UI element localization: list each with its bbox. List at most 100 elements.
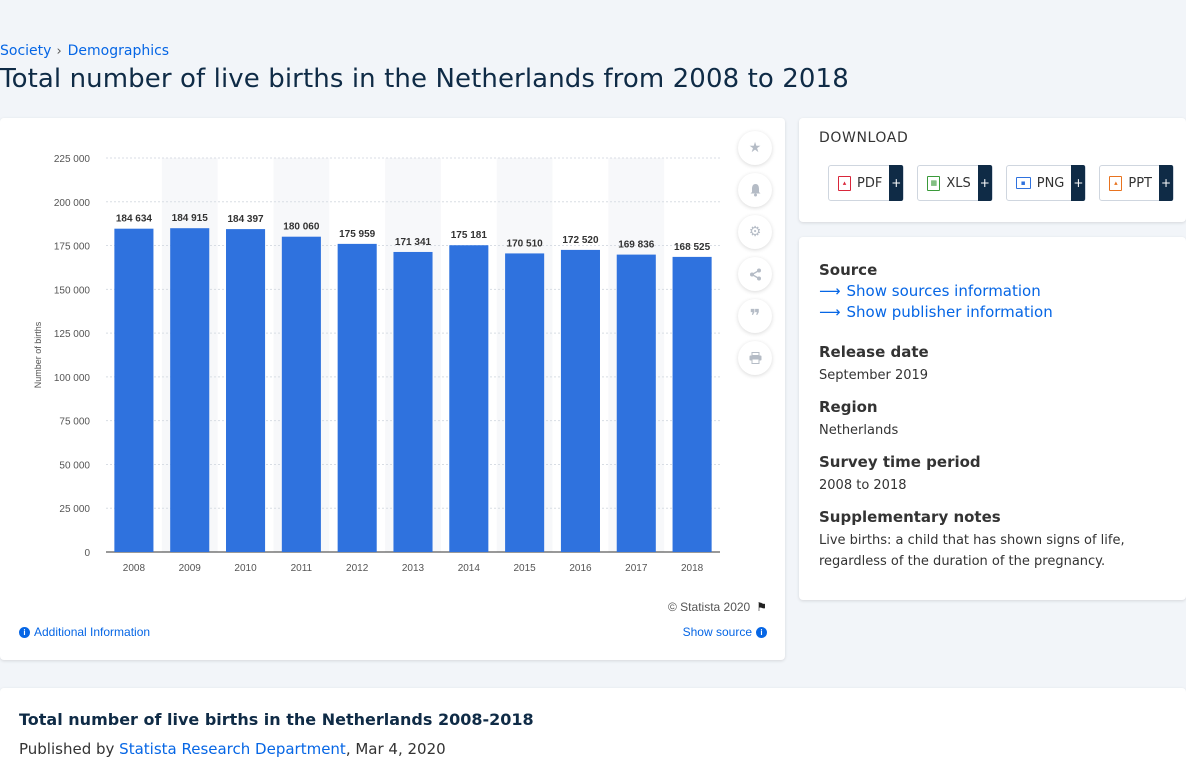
release-date-section: Release date September 2019 (819, 343, 929, 386)
download-buttons: ▴ PDF + ▦ XLS + ▪ PNG + ▴ PPT + (828, 165, 1174, 201)
region-value: Netherlands (819, 423, 899, 438)
data-label: 175 181 (451, 230, 488, 241)
share-icon[interactable] (738, 257, 772, 291)
y-tick-label: 175 000 (54, 242, 91, 253)
x-tick-label: 2018 (681, 563, 704, 574)
bar (226, 229, 266, 552)
bar (170, 228, 210, 552)
gear-icon[interactable]: ⚙ (738, 215, 772, 249)
publication-title: Total number of live births in the Nethe… (19, 710, 534, 729)
data-label: 175 959 (339, 229, 376, 240)
chart-toolbar: ★ ⚙ ❞ (738, 131, 772, 383)
data-label: 184 634 (116, 214, 153, 225)
pdf-file-icon: ▴ (838, 175, 851, 191)
additional-information-link[interactable]: i Additional Information (19, 625, 150, 639)
data-label: 184 397 (227, 214, 264, 225)
publication-byline: Published by Statista Research Departmen… (19, 740, 446, 758)
x-tick-label: 2017 (625, 563, 648, 574)
top-bar (0, 0, 1186, 40)
x-tick-label: 2011 (291, 563, 313, 574)
plus-icon: + (977, 165, 992, 201)
data-label: 171 341 (395, 237, 432, 248)
breadcrumb-demographics[interactable]: Demographics (67, 43, 170, 59)
copyright-notice: © Statista 2020 ⚑ (668, 600, 767, 614)
x-tick-label: 2015 (514, 563, 537, 574)
download-xls-label: XLS (946, 175, 971, 191)
y-tick-label: 100 000 (54, 373, 91, 384)
x-tick-label: 2009 (179, 563, 202, 574)
bar (672, 256, 712, 552)
data-label: 172 520 (562, 235, 599, 246)
x-tick-label: 2013 (402, 563, 425, 574)
published-by-label: Published by (19, 740, 115, 758)
show-source-link[interactable]: Show source i (683, 625, 767, 639)
chart-card: 0 25 000 50 000 75 000 100 000 125 000 150 000… (0, 118, 785, 660)
download-png-label: PNG (1036, 175, 1065, 191)
png-file-icon: ▪ (1015, 177, 1031, 189)
plus-icon: + (1071, 165, 1086, 201)
chevron-right-icon: › (56, 43, 62, 59)
source-section: Source ⟶ Show sources information ⟶ Show… (819, 261, 1053, 321)
y-tick-label: 50 000 (59, 460, 90, 471)
plus-icon: + (1159, 165, 1173, 201)
star-icon[interactable]: ★ (738, 131, 772, 165)
y-tick-label: 225 000 (54, 154, 91, 165)
data-label: 168 525 (674, 242, 711, 253)
data-label: 169 836 (618, 240, 655, 251)
survey-period-heading: Survey time period (819, 453, 981, 471)
additional-information-label: Additional Information (34, 625, 151, 639)
region-heading: Region (819, 398, 878, 416)
show-sources-link[interactable]: ⟶ Show sources information (819, 282, 1053, 300)
show-publisher-link[interactable]: ⟶ Show publisher information (819, 303, 1053, 321)
copyright-text: © Statista 2020 (668, 600, 751, 614)
download-pdf-label: PDF (857, 175, 883, 191)
download-ppt-button[interactable]: ▴ PPT + (1099, 165, 1174, 201)
bell-icon[interactable] (738, 173, 772, 207)
download-heading: DOWNLOAD (819, 130, 909, 146)
info-icon: i (756, 626, 767, 638)
x-tick-label: 2016 (569, 563, 592, 574)
breadcrumb-society[interactable]: Society (0, 43, 52, 59)
supplementary-notes-heading: Supplementary notes (819, 508, 1001, 526)
bar (337, 243, 377, 552)
bar (449, 245, 489, 553)
y-tick-label: 150 000 (54, 285, 91, 296)
download-png-button[interactable]: ▪ PNG + (1005, 165, 1087, 201)
bar-chart: 0 25 000 50 000 75 000 100 000 125 000 150 000… (33, 154, 720, 574)
plus-icon: + (889, 165, 904, 201)
bar (281, 236, 321, 552)
supplementary-notes-section: Supplementary notes Live births: a child… (819, 508, 1159, 572)
release-date-heading: Release date (819, 343, 929, 361)
bar (393, 251, 433, 552)
supplementary-notes-value: Live births: a child that has shown sign… (819, 533, 1125, 569)
print-icon[interactable] (738, 341, 772, 375)
data-label: 180 060 (283, 222, 320, 233)
quote-icon[interactable]: ❞ (738, 299, 772, 333)
bar (616, 254, 656, 552)
arrow-right-icon: ⟶ (819, 303, 841, 321)
info-icon: i (19, 626, 30, 638)
flag-icon[interactable]: ⚑ (756, 600, 767, 614)
download-card: DOWNLOAD ▴ PDF + ▦ XLS + ▪ PNG + ▴ PPT + (799, 118, 1186, 222)
y-tick-label: 0 (84, 548, 90, 559)
data-label: 170 510 (507, 238, 544, 249)
arrow-right-icon: ⟶ (819, 282, 841, 300)
survey-period-value: 2008 to 2018 (819, 478, 907, 493)
data-label: 184 915 (172, 213, 209, 224)
y-tick-label: 125 000 (54, 329, 91, 340)
survey-period-section: Survey time period 2008 to 2018 (819, 453, 981, 496)
y-tick-label: 25 000 (59, 504, 90, 515)
x-tick-label: 2008 (123, 563, 146, 574)
publisher-link[interactable]: Statista Research Department (119, 740, 346, 758)
ppt-file-icon: ▴ (1109, 175, 1123, 191)
source-heading: Source (819, 261, 878, 279)
x-tick-label: 2012 (346, 563, 369, 574)
bar (114, 228, 154, 552)
publication-card: Total number of live births in the Nethe… (0, 688, 1186, 760)
download-ppt-label: PPT (1128, 175, 1152, 191)
download-xls-button[interactable]: ▦ XLS + (917, 165, 993, 201)
download-pdf-button[interactable]: ▴ PDF + (828, 165, 905, 201)
release-date-value: September 2019 (819, 368, 929, 383)
statistic-info-card: Source ⟶ Show sources information ⟶ Show… (799, 237, 1186, 600)
show-publisher-label: Show publisher information (846, 303, 1053, 321)
